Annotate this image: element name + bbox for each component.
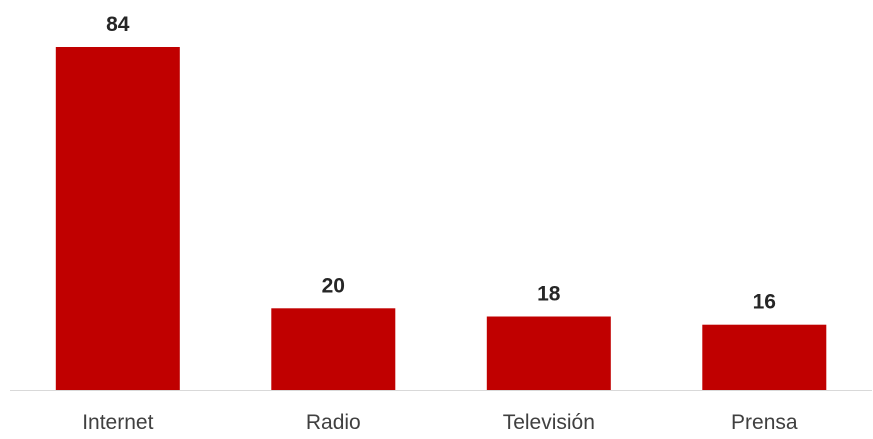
bar-internet [55,47,180,390]
bar-television [486,316,611,390]
data-label: 16 [753,291,776,314]
bar-prensa [702,324,827,390]
category-labels-layer: Internet Radio Televisión Prensa [82,411,798,434]
data-label: 18 [537,283,561,306]
bar-radio [271,308,396,390]
category-tick-label: Internet [82,411,153,434]
data-label: 20 [322,274,345,297]
category-tick-label: Prensa [731,411,798,434]
value-labels-layer: 84 20 18 16 [106,13,776,314]
data-label: 84 [106,13,130,36]
category-tick-label: Radio [306,411,361,434]
bars-layer [55,47,827,390]
category-tick-label: Televisión [503,411,595,434]
